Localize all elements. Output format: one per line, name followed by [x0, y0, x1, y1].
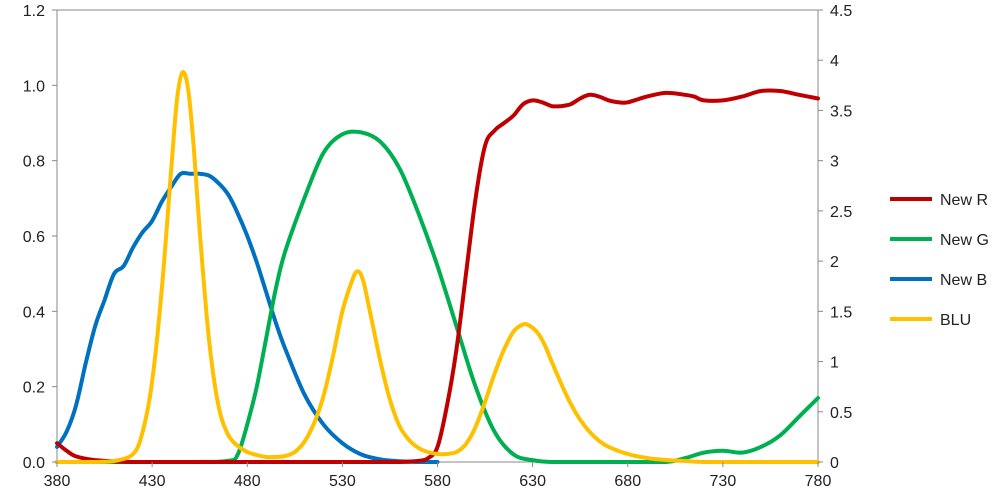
y-left-tick-label: 0.4: [23, 304, 45, 321]
legend: New R New G New B BLU: [890, 192, 989, 329]
series-layer: [55, 70, 820, 465]
y-right-tick-label: 0: [830, 455, 839, 472]
x-tick-label: 480: [234, 473, 261, 490]
y-right-tick-label: 1: [830, 355, 839, 372]
series-line-blu: [55, 70, 820, 464]
plot-area: [56, 9, 819, 463]
y-left-tick-label: 1.0: [23, 78, 45, 95]
series-line-new-g: [55, 129, 820, 465]
y-left-tick-label: 1.2: [23, 3, 45, 20]
y-right-axis-ticks: 0 0.5 1 1.5 2 2.5 3 3.5 4 4.5: [818, 3, 852, 472]
x-tick-label: 730: [710, 473, 737, 490]
y-left-tick-label: 0.0: [23, 455, 45, 472]
x-tick-label: 530: [329, 473, 356, 490]
legend-label-new-r: New R: [940, 192, 988, 209]
y-left-axis-ticks: 0.0 0.2 0.4 0.6 0.8 1.0 1.2: [23, 3, 57, 472]
y-right-tick-label: 0.5: [830, 405, 852, 422]
plot-frame: [56, 9, 819, 463]
legend-label-blu: BLU: [940, 312, 971, 329]
x-axis-ticks: 380 430 480 530 580 630 680 730 780: [44, 462, 832, 490]
y-left-tick-label: 0.6: [23, 229, 45, 246]
y-left-tick-label: 0.8: [23, 154, 45, 171]
y-right-tick-label: 3.5: [830, 103, 852, 120]
y-right-tick-label: 2: [830, 254, 839, 271]
x-tick-label: 630: [519, 473, 546, 490]
y-right-tick-label: 4: [830, 53, 839, 70]
x-tick-label: 680: [614, 473, 641, 490]
x-tick-label: 780: [805, 473, 832, 490]
legend-label-new-g: New G: [940, 232, 989, 249]
x-tick-label: 380: [44, 473, 71, 490]
series-line-new-r: [55, 88, 820, 464]
y-left-tick-label: 0.2: [23, 380, 45, 397]
y-right-tick-label: 3: [830, 154, 839, 171]
y-right-tick-label: 1.5: [830, 304, 852, 321]
y-right-tick-label: 4.5: [830, 3, 852, 20]
legend-label-new-b: New B: [940, 272, 987, 289]
x-tick-label: 430: [139, 473, 166, 490]
y-right-tick-label: 2.5: [830, 204, 852, 221]
series-line-new-b: [55, 170, 440, 464]
x-tick-label: 580: [424, 473, 451, 490]
